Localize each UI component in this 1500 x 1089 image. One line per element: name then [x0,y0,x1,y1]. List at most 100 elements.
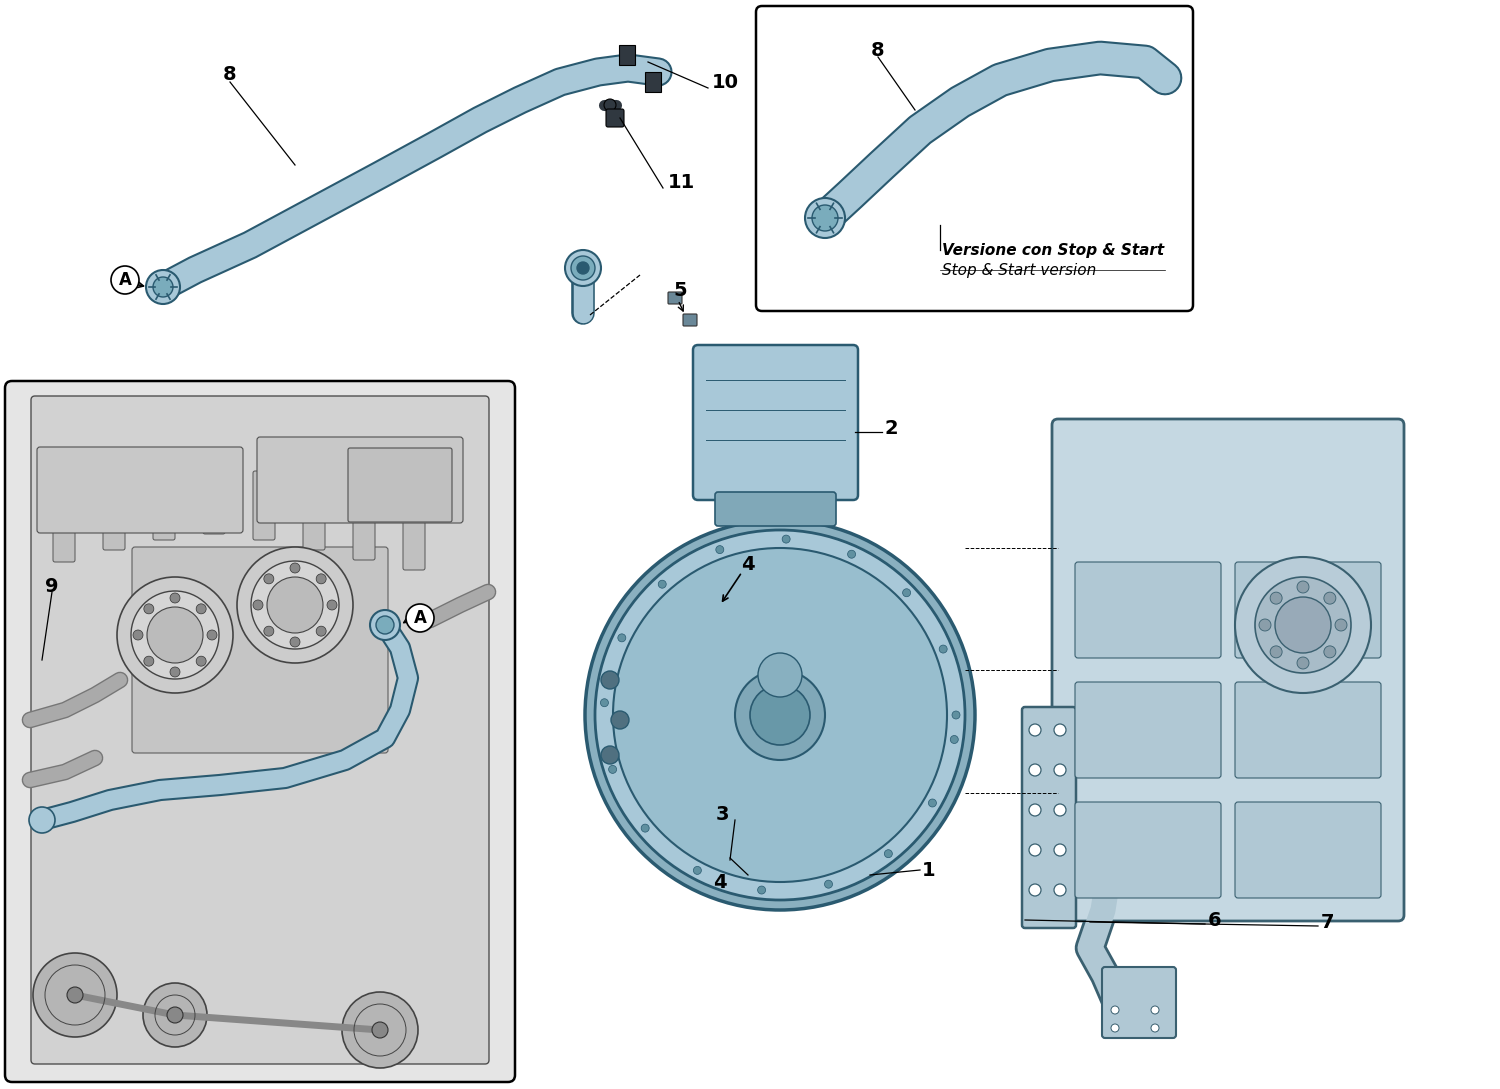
Circle shape [1054,804,1066,816]
Circle shape [640,824,650,832]
Circle shape [602,746,619,764]
Circle shape [1029,764,1041,776]
Circle shape [610,711,628,729]
Circle shape [254,600,262,610]
FancyBboxPatch shape [1076,562,1221,658]
Circle shape [758,886,765,894]
Circle shape [1234,556,1371,693]
Text: A: A [414,609,426,627]
Text: 1: 1 [922,860,936,880]
Text: 2: 2 [884,418,897,438]
Circle shape [327,600,338,610]
Circle shape [170,594,180,603]
FancyBboxPatch shape [53,493,75,562]
FancyBboxPatch shape [38,446,243,533]
Circle shape [264,574,274,584]
Circle shape [370,610,400,640]
Circle shape [111,266,140,294]
Circle shape [609,766,616,773]
Circle shape [1112,1024,1119,1032]
Circle shape [1054,764,1066,776]
FancyBboxPatch shape [1022,707,1076,928]
Circle shape [130,591,219,680]
FancyBboxPatch shape [202,465,225,534]
Text: 3: 3 [716,806,729,824]
Text: 4: 4 [712,872,728,892]
Circle shape [693,867,702,874]
Circle shape [1298,657,1310,669]
Circle shape [1054,884,1066,896]
Circle shape [885,849,892,858]
Text: Stop & Start version: Stop & Start version [942,262,1096,278]
FancyBboxPatch shape [693,345,858,500]
Circle shape [585,521,975,910]
Circle shape [196,657,206,666]
Circle shape [1054,724,1066,736]
FancyBboxPatch shape [32,396,489,1064]
Circle shape [812,205,838,231]
Circle shape [146,270,180,304]
Text: 10: 10 [712,73,740,91]
FancyBboxPatch shape [303,481,326,550]
Circle shape [1275,597,1330,653]
Circle shape [68,987,82,1003]
FancyBboxPatch shape [1102,967,1176,1038]
FancyBboxPatch shape [153,472,176,540]
Circle shape [290,637,300,647]
Circle shape [602,671,619,689]
Circle shape [1258,619,1270,631]
Circle shape [264,626,274,636]
Circle shape [134,631,142,640]
Circle shape [1112,1006,1119,1014]
Circle shape [1029,844,1041,856]
FancyBboxPatch shape [682,314,698,326]
Text: 7: 7 [1322,913,1335,931]
Circle shape [237,547,352,663]
Circle shape [716,546,724,553]
FancyBboxPatch shape [1234,802,1382,898]
FancyBboxPatch shape [1052,419,1404,921]
Circle shape [147,607,202,663]
Circle shape [117,577,232,693]
Circle shape [1029,884,1041,896]
Circle shape [951,735,958,744]
FancyBboxPatch shape [254,472,274,540]
Text: 6: 6 [1208,910,1221,930]
Text: 8: 8 [224,65,237,85]
Circle shape [758,653,802,697]
Circle shape [1150,1006,1160,1014]
FancyBboxPatch shape [104,481,125,550]
Circle shape [572,256,596,280]
Circle shape [1324,646,1336,658]
Circle shape [903,589,910,597]
Circle shape [578,262,590,274]
Circle shape [267,577,322,633]
Circle shape [596,530,964,900]
FancyBboxPatch shape [1234,682,1382,778]
FancyBboxPatch shape [4,381,514,1082]
Circle shape [847,550,855,559]
Circle shape [316,574,326,584]
Circle shape [952,711,960,719]
Circle shape [170,666,180,677]
Circle shape [1270,592,1282,604]
Circle shape [144,657,154,666]
Circle shape [618,634,626,641]
Circle shape [207,631,218,640]
Text: 9: 9 [45,577,58,597]
Text: 4: 4 [741,555,754,575]
Circle shape [600,699,609,707]
Circle shape [376,616,394,634]
Circle shape [372,1021,388,1038]
Circle shape [153,277,173,297]
Circle shape [290,563,300,573]
FancyBboxPatch shape [606,109,624,127]
FancyBboxPatch shape [716,492,836,526]
Circle shape [1029,804,1041,816]
Circle shape [251,561,339,649]
Circle shape [1256,577,1352,673]
Circle shape [1054,844,1066,856]
Circle shape [939,645,946,653]
Circle shape [604,99,616,111]
Text: 8: 8 [871,40,885,60]
